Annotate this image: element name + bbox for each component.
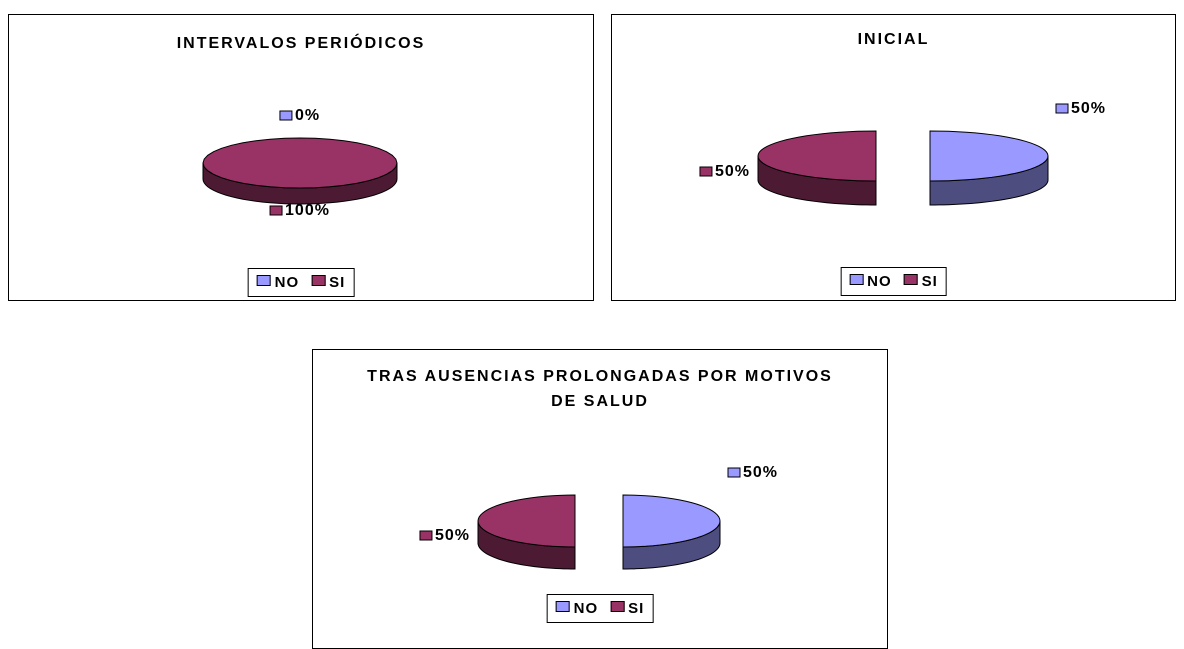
data-label: 50% <box>1071 100 1106 117</box>
data-label: 0% <box>295 107 320 124</box>
legend: NO SI <box>247 268 355 297</box>
legend-item: SI <box>610 600 644 617</box>
legend-swatch <box>311 275 326 286</box>
pie-plot: 50% 50% <box>699 100 1106 206</box>
legend: NO SI <box>546 594 654 623</box>
data-label: 50% <box>715 163 750 180</box>
legend-item: SI <box>903 273 938 290</box>
label-key <box>727 467 741 478</box>
legend-item: NO <box>555 600 599 617</box>
chart-panel: 0% 100% INTERVALOS PERIÓDICOS NO SI <box>8 14 594 301</box>
legend-label: NO <box>573 600 599 617</box>
legend-label: NO <box>274 274 300 291</box>
legend-item: NO <box>256 274 300 291</box>
pie-slice <box>929 130 1049 182</box>
chart-title: TRAS AUSENCIAS PROLONGADAS POR MOTIVOS D… <box>367 368 833 410</box>
legend-swatch <box>849 274 864 285</box>
label-key <box>419 530 433 541</box>
legend-label: SI <box>921 273 938 290</box>
legend-swatch <box>555 601 570 612</box>
data-label: 50% <box>743 464 778 481</box>
legend-label: NO <box>867 273 892 290</box>
legend-swatch <box>256 275 271 286</box>
legend-label: SI <box>329 274 346 291</box>
legend-swatch <box>610 601 625 612</box>
label-key <box>699 166 713 177</box>
label-key <box>279 110 293 121</box>
pie-slice <box>202 137 398 189</box>
legend-swatch <box>903 274 918 285</box>
chart-title: INICIAL <box>857 31 930 48</box>
chart-panel: 50% 50% TRAS AUSENCIAS PROLONGADAS POR MOT… <box>312 349 888 649</box>
pie-slice <box>622 494 721 548</box>
legend: NO SI <box>840 267 947 296</box>
label-key <box>1055 103 1069 114</box>
chart-title: INTERVALOS PERIÓDICOS <box>176 35 426 52</box>
legend-item: NO <box>849 273 892 290</box>
chart-panel: 50% 50% INICIAL NO SI <box>611 14 1176 301</box>
pie-slice <box>757 130 877 182</box>
label-key <box>269 205 283 216</box>
pie-plot: 50% 50% <box>419 464 778 570</box>
data-label: 50% <box>435 527 470 544</box>
pie-slice <box>477 494 576 548</box>
page: 0% 100% INTERVALOS PERIÓDICOS NO SI 50% 50% INI… <box>8 14 1176 649</box>
legend-label: SI <box>628 600 645 617</box>
pie-plot: 0% 100% <box>202 107 398 219</box>
data-label: 100% <box>285 202 330 219</box>
legend-item: SI <box>311 274 345 291</box>
